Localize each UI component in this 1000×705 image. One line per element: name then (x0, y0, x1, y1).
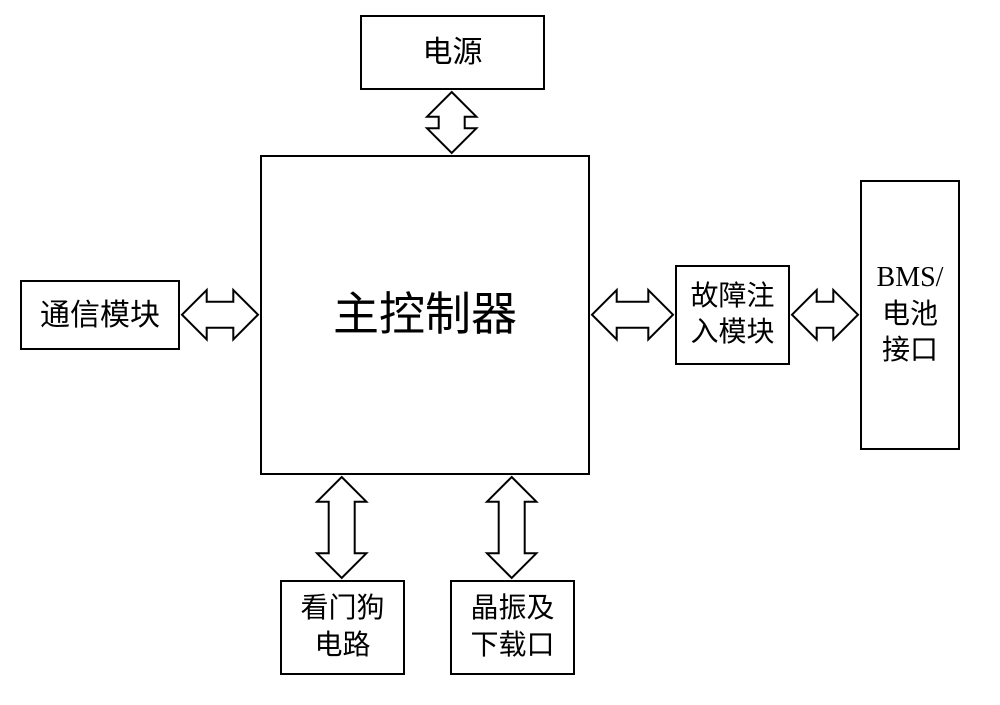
node-comm: 通信模块 (20, 280, 180, 350)
arrow-fault-bms (792, 290, 858, 339)
arrow-power-controller (427, 92, 476, 153)
arrow-comm-controller (182, 290, 258, 339)
node-bms: BMS/ 电池 接口 (860, 180, 960, 450)
arrow-controller-fault (592, 290, 673, 339)
node-power: 电源 (360, 15, 545, 90)
node-fault: 故障注 入模块 (675, 265, 790, 365)
arrow-controller-osc (487, 477, 536, 578)
node-watchdog: 看门狗 电路 (280, 580, 405, 675)
node-osc: 晶振及 下载口 (450, 580, 575, 675)
node-controller: 主控制器 (260, 155, 590, 475)
arrow-controller-watchdog (317, 477, 366, 578)
